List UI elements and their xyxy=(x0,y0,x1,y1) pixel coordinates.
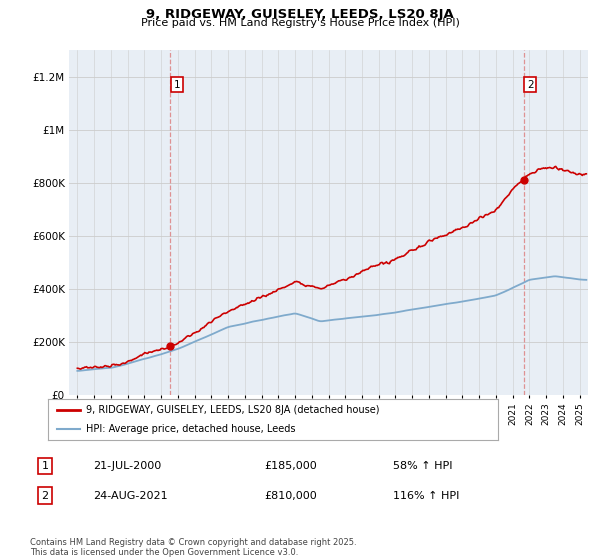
Text: 21-JUL-2000: 21-JUL-2000 xyxy=(93,461,161,471)
Text: HPI: Average price, detached house, Leeds: HPI: Average price, detached house, Leed… xyxy=(86,423,296,433)
Text: 1: 1 xyxy=(173,80,180,90)
Text: 24-AUG-2021: 24-AUG-2021 xyxy=(93,491,167,501)
Text: 1: 1 xyxy=(41,461,49,471)
Text: 2: 2 xyxy=(41,491,49,501)
Text: 9, RIDGEWAY, GUISELEY, LEEDS, LS20 8JA: 9, RIDGEWAY, GUISELEY, LEEDS, LS20 8JA xyxy=(146,8,454,21)
Text: 9, RIDGEWAY, GUISELEY, LEEDS, LS20 8JA (detached house): 9, RIDGEWAY, GUISELEY, LEEDS, LS20 8JA (… xyxy=(86,405,380,415)
Text: Price paid vs. HM Land Registry's House Price Index (HPI): Price paid vs. HM Land Registry's House … xyxy=(140,18,460,29)
Text: Contains HM Land Registry data © Crown copyright and database right 2025.
This d: Contains HM Land Registry data © Crown c… xyxy=(30,538,356,557)
Text: £185,000: £185,000 xyxy=(264,461,317,471)
Text: £810,000: £810,000 xyxy=(264,491,317,501)
Text: 58% ↑ HPI: 58% ↑ HPI xyxy=(393,461,452,471)
Text: 116% ↑ HPI: 116% ↑ HPI xyxy=(393,491,460,501)
Text: 2: 2 xyxy=(527,80,533,90)
